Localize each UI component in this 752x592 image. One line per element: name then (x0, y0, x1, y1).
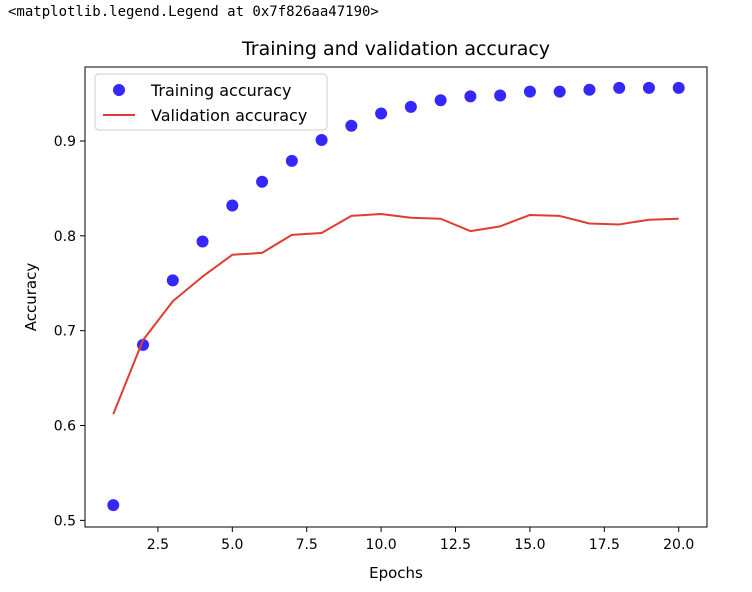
y-tick-label: 0.5 (54, 513, 76, 529)
training-accuracy-point (285, 154, 298, 167)
x-axis-label: Epochs (369, 564, 423, 582)
training-accuracy-point (345, 119, 358, 132)
training-accuracy-point (315, 134, 328, 147)
training-accuracy-point (375, 107, 388, 120)
x-tick-label: 17.5 (589, 537, 620, 553)
legend-entry-label: Training accuracy (150, 81, 291, 100)
training-accuracy-point (613, 81, 626, 94)
y-tick-label: 0.8 (54, 229, 76, 245)
training-accuracy-point (494, 89, 507, 102)
validation-accuracy-line (112, 213, 679, 415)
training-accuracy-point (642, 81, 655, 94)
plot-frame (84, 66, 708, 528)
training-accuracy-point (583, 83, 596, 96)
x-tick-label: 20.0 (663, 537, 694, 553)
y-tick-label: 0.9 (54, 134, 76, 150)
legend-box (94, 73, 328, 131)
y-axis-label: Accuracy (22, 263, 40, 332)
y-tick-label: 0.6 (54, 419, 76, 435)
training-accuracy-point (166, 274, 179, 287)
x-tick-label: 5.0 (221, 537, 243, 553)
legend-entry-label: Validation accuracy (151, 106, 307, 125)
training-accuracy-point (672, 81, 685, 94)
output-repr-text: <matplotlib.legend.Legend at 0x7f826aa47… (8, 4, 379, 20)
training-accuracy-point (107, 499, 120, 512)
training-accuracy-point (196, 235, 209, 248)
training-accuracy-point (464, 90, 477, 103)
training-accuracy-point (553, 85, 566, 98)
x-tick-label: 7.5 (296, 537, 318, 553)
training-accuracy-point (434, 94, 447, 107)
chart-title: Training and validation accuracy (241, 38, 550, 60)
training-accuracy-point (226, 199, 239, 212)
training-accuracy-point (523, 85, 536, 98)
x-tick-label: 2.5 (147, 537, 169, 553)
x-tick-label: 12.5 (440, 537, 471, 553)
training-accuracy-point (404, 100, 417, 113)
x-tick-label: 10.0 (366, 537, 397, 553)
x-tick-label: 15.0 (514, 537, 545, 553)
y-tick-label: 0.7 (54, 324, 76, 340)
legend-marker-swatch (113, 84, 125, 96)
training-accuracy-point (256, 175, 269, 188)
